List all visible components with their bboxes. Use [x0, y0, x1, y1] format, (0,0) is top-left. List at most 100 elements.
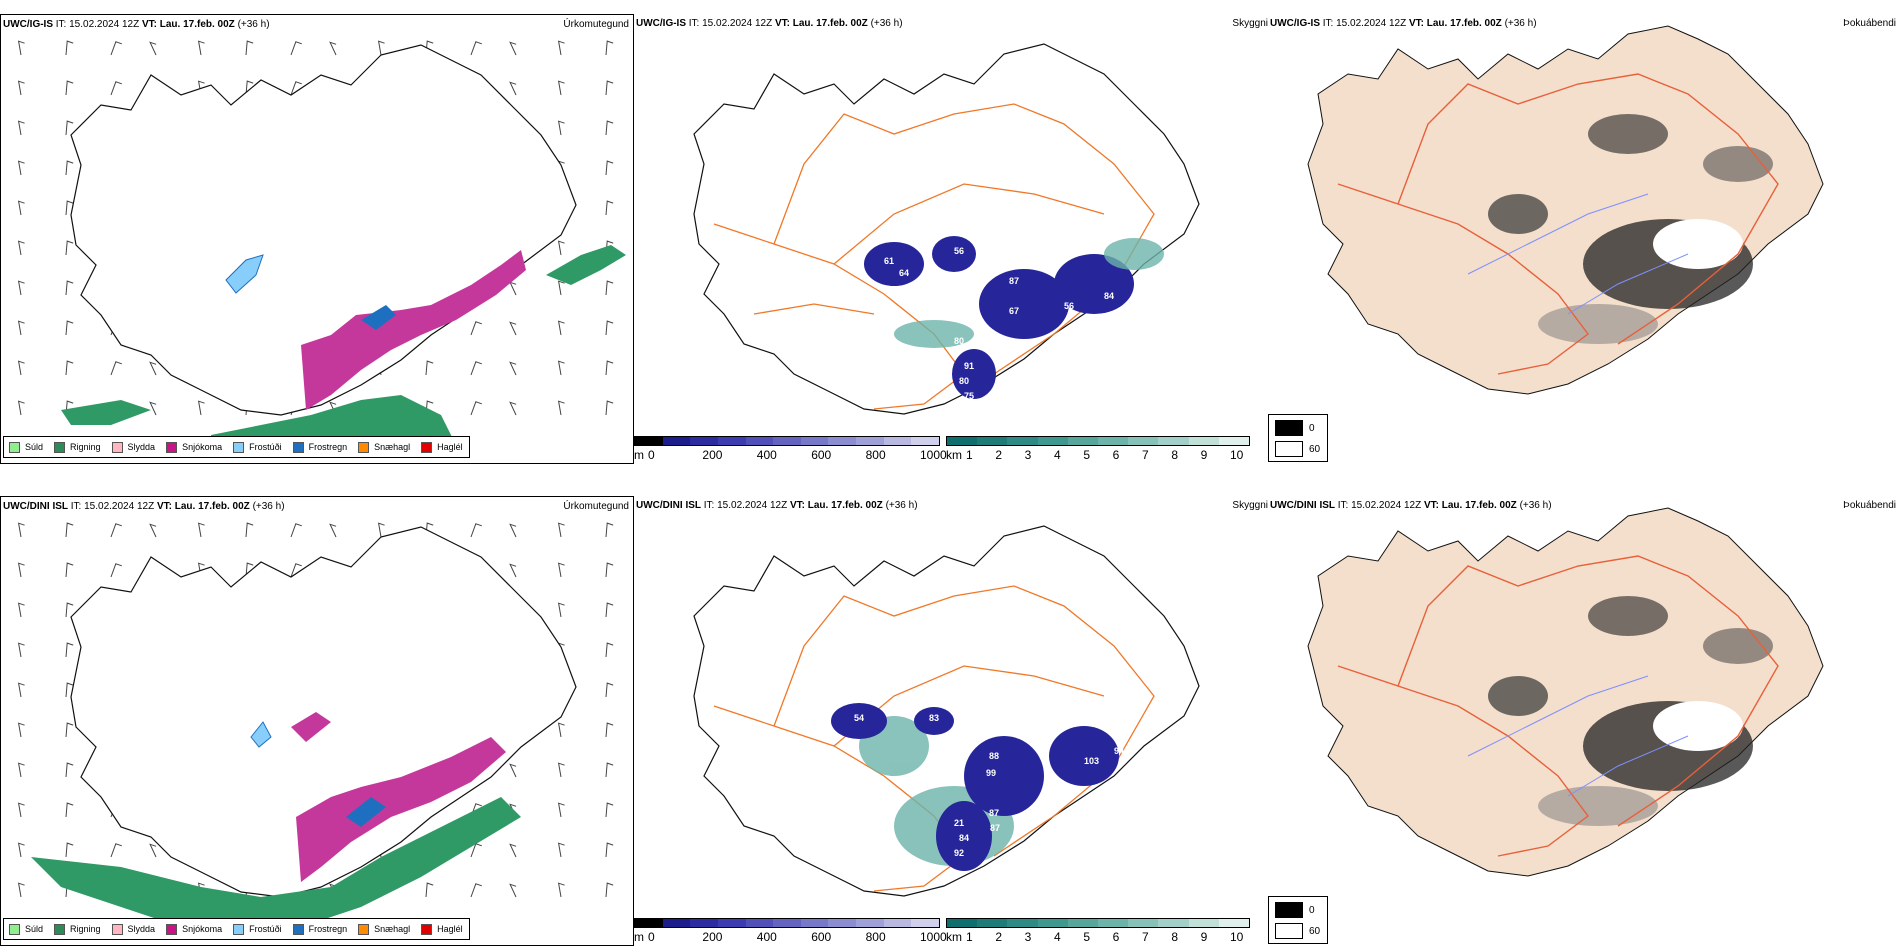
wind-barb — [329, 41, 337, 56]
fog-legend: 0 60 — [1268, 414, 1328, 462]
visibility-colorbar-m: m 0 200 400 600 800 1000 — [634, 436, 947, 464]
legend-label: Haglél — [437, 924, 463, 934]
wind-barb — [110, 843, 122, 858]
legend-swatch — [233, 441, 245, 453]
visibility-km — [894, 238, 1164, 348]
visibility-value: 67 — [879, 868, 889, 878]
model-name: UWC/DINI ISL — [636, 500, 701, 511]
model-name: UWC/IG-IS — [3, 19, 53, 30]
wind-barb — [17, 40, 25, 56]
vt-label: VT: — [789, 500, 805, 511]
colorbar-segment — [1128, 919, 1159, 927]
colorbar-segment — [773, 437, 801, 445]
legend-item-2: Slydda — [111, 441, 155, 453]
visibility-low-m — [864, 236, 1134, 399]
visibility-value: 54 — [854, 713, 864, 723]
wind-barb — [470, 321, 482, 336]
visibility-value: 84 — [1104, 291, 1114, 301]
fog-panel-dini: UWC/DINI ISL IT: 15.02.2024 12Z VT: Lau.… — [1268, 496, 1900, 944]
colorbar-tick: 1000 — [920, 930, 947, 944]
visibility-value: 75 — [964, 391, 974, 401]
it-label: IT: — [703, 500, 715, 511]
wind-barb — [329, 523, 337, 538]
wind-barb — [509, 401, 517, 416]
visibility-value: 56 — [1064, 301, 1074, 311]
colorbar-tick: 6 — [1112, 930, 1120, 944]
wind-barb — [290, 81, 302, 96]
roads — [1337, 73, 1779, 375]
legend-item-4: Frostúði — [233, 441, 282, 453]
roads — [1337, 555, 1779, 857]
wind-barb — [605, 160, 614, 176]
visibility-panel-ig: 61 56 64 322 87 67 56 84 80 91 80 75 132 UWC/IG-IS I… — [634, 14, 1268, 464]
colorbar-segment — [745, 919, 774, 927]
colorbar-segment — [883, 919, 912, 927]
colorbar-tick: 8 — [1171, 448, 1179, 462]
colorbar-segment — [1037, 437, 1068, 445]
wind-barb — [65, 842, 74, 858]
legend-swatch — [421, 441, 433, 453]
visibility-value: 83 — [929, 713, 939, 723]
wind-barb — [149, 523, 157, 538]
wind-barb — [605, 602, 614, 618]
wind-barb — [557, 80, 565, 96]
legend-item-0: Súld — [9, 923, 43, 935]
legend-item-7: Haglél — [421, 441, 463, 453]
colorbar-segment — [947, 437, 978, 445]
legend-label: Snæhagl — [374, 442, 411, 452]
visibility-value: 322 — [919, 296, 934, 306]
precip-legend: Súld Rigning Slydda Snjókoma Frostúði Frostre… — [3, 918, 470, 940]
wind-barb — [110, 361, 122, 376]
wind-barb — [17, 802, 25, 818]
colorbar-segment — [911, 437, 940, 445]
colorbar-segment — [1098, 437, 1129, 445]
wind-barb — [557, 882, 565, 898]
colorbar-tick: 3 — [1024, 930, 1032, 944]
colorbar-segment — [717, 437, 746, 445]
visibility-value: 87 — [990, 823, 1000, 833]
panel-header: UWC/DINI ISL IT: 15.02.2024 12Z VT: Lau.… — [3, 501, 285, 512]
panel-title-precip: Úrkomutegund — [563, 19, 629, 30]
colorbar-tick: 1 — [966, 448, 973, 462]
visibility-value: 91 — [964, 361, 974, 371]
colorbar-tick: 10 — [1230, 448, 1244, 462]
colorbar-segment — [635, 437, 663, 445]
wind-barb — [110, 41, 122, 56]
panel-header: UWC/IG-IS IT: 15.02.2024 12Z VT: Lau. 17… — [3, 19, 270, 30]
vt-label: VT: — [1423, 500, 1439, 511]
legend-item-6: Snæhagl — [358, 923, 410, 935]
legend-label: Frostregn — [308, 442, 348, 452]
wind-barb — [17, 160, 25, 176]
lead-time: (+36 h) — [237, 19, 270, 30]
colorbar-segment — [856, 919, 884, 927]
wind-barb — [17, 602, 25, 618]
colorbar-tick: 10 — [1230, 930, 1244, 944]
colorbar-segment — [828, 437, 857, 445]
wind-barb — [605, 802, 614, 818]
panel-header: UWC/IG-IS IT: 15.02.2024 12Z VT: Lau. 17… — [1270, 18, 1537, 29]
colorbar-segment — [947, 919, 978, 927]
wind-barb — [149, 401, 157, 416]
fog-label-low: 60 — [1309, 443, 1321, 455]
legend-item-4: Frostúði — [233, 923, 282, 935]
wind-barb — [470, 883, 482, 898]
wind-barb — [65, 682, 74, 698]
visibility-colorbar-m: m 0 200 400 600 800 1000 — [634, 918, 947, 946]
wind-barb — [149, 41, 157, 56]
model-name: UWC/DINI ISL — [3, 501, 68, 512]
wind-barb — [509, 81, 517, 96]
colorbar-segment — [1218, 919, 1250, 927]
vt-label: VT: — [141, 19, 157, 30]
it-label: IT: — [1322, 18, 1334, 29]
wind-barb — [17, 522, 25, 538]
wind-barb — [470, 523, 482, 538]
colorbar-tick: 0 — [648, 448, 655, 462]
wind-barb — [425, 360, 434, 376]
fog-swatch-high — [1275, 420, 1303, 436]
wind-barb — [17, 240, 25, 256]
wind-barb — [470, 401, 482, 416]
colorbar-segment — [662, 919, 691, 927]
vt-value: Lau. 17.feb. 00Z — [1441, 500, 1517, 511]
wind-barb — [110, 81, 122, 96]
wind-barb — [605, 562, 614, 578]
